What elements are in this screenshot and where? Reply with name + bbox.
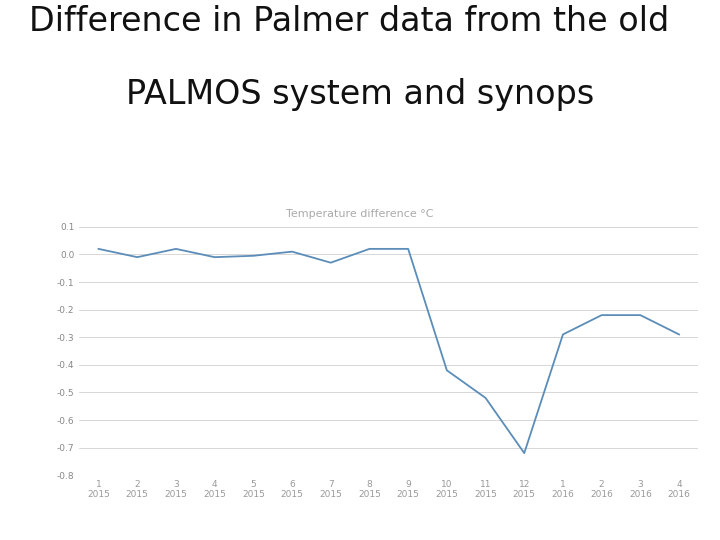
Text: PALMOS system and synops: PALMOS system and synops (126, 78, 594, 111)
Text: Temperature difference °C: Temperature difference °C (287, 208, 433, 219)
Text: Difference in Palmer data from the old: Difference in Palmer data from the old (29, 5, 669, 38)
